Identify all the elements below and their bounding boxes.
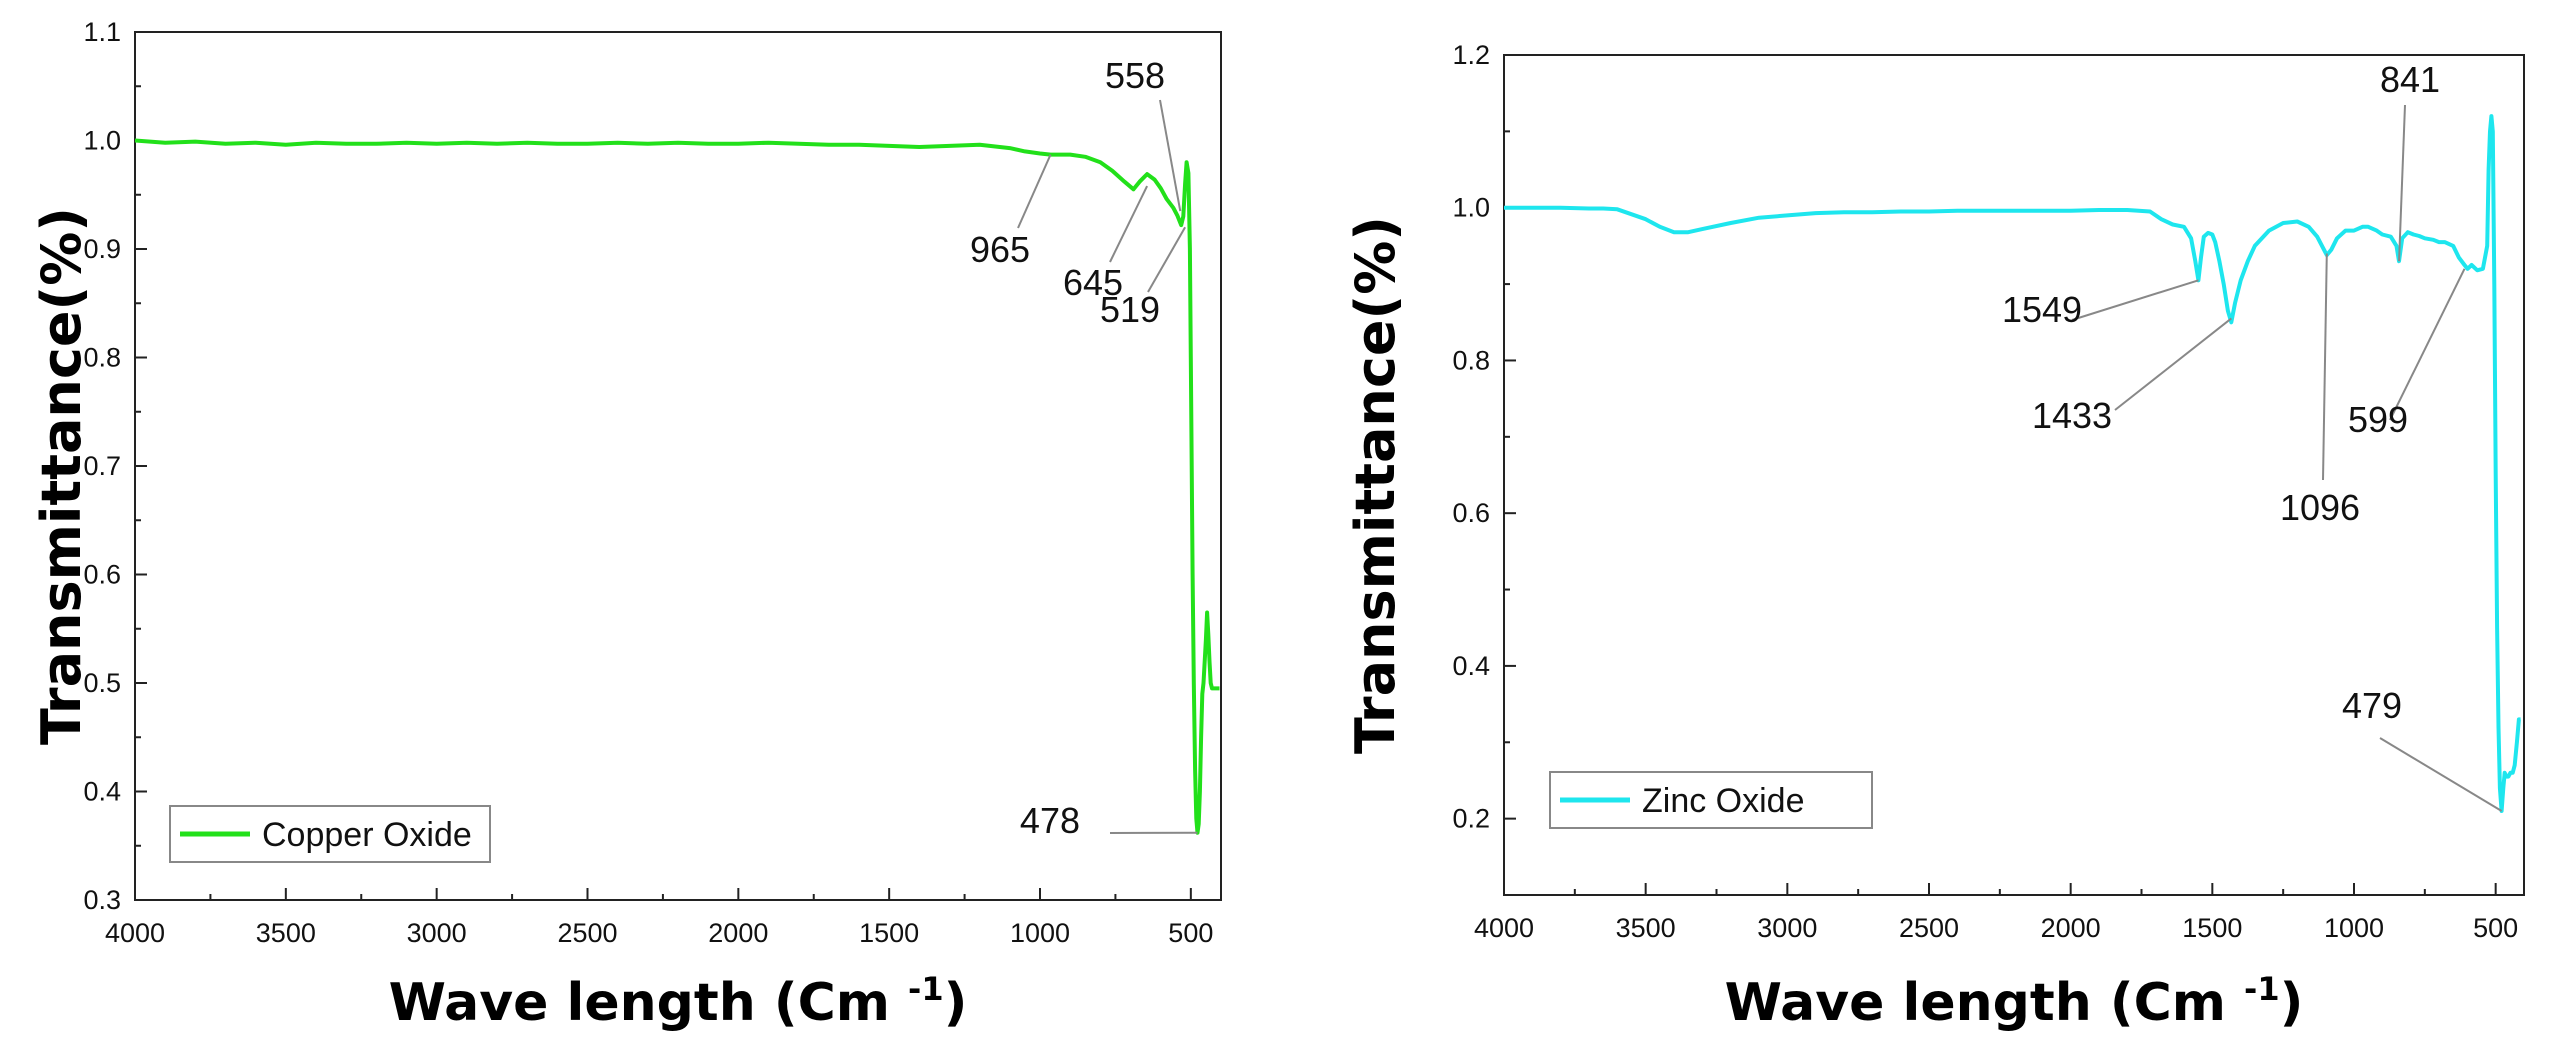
annotation-label: 1549 (2002, 289, 2082, 330)
annotation-leader (2398, 104, 2406, 262)
x-axis-title-sup: -1 (908, 970, 944, 1008)
annotation-label: 1096 (2280, 487, 2360, 528)
x-tick-label: 1500 (859, 918, 919, 948)
copper-oxide-chart-panel: 0.3 0.4 0.5 0.6 0.7 0.8 0.9 1.0 1.1 4000 3500 3000 2… (30, 17, 1222, 1033)
annotation-leader (1147, 226, 1186, 293)
y-tick-label: 0.8 (1452, 345, 1490, 375)
x-axis-title-main: Wave length (Cm (389, 973, 908, 1033)
annotation-leader (1017, 154, 1052, 229)
annotation-label: 479 (2342, 685, 2402, 726)
y-tick-label: 0.8 (83, 343, 121, 373)
x-axis-title-main: Wave length (Cm (1725, 973, 2244, 1033)
y-tick-label: 1.0 (83, 126, 121, 156)
y-tick-label: 1.1 (83, 17, 121, 47)
y-axis-title: Transmittance(%) (1344, 216, 1407, 754)
y-tick-label: 0.4 (83, 777, 121, 807)
y-tick-label: 0.2 (1452, 804, 1490, 834)
x-axis-title: Wave length (Cm -1) (1725, 970, 2304, 1033)
x-tick-label: 500 (2473, 913, 2518, 943)
annotation-label: 478 (1020, 800, 1080, 841)
zinc-oxide-chart-panel: 0.2 0.4 0.6 0.8 1.0 1.2 4000 3500 3000 2500 2000 15… (1320, 0, 2560, 1060)
series-line (1504, 114, 2521, 813)
zinc-oxide-chart: 0.2 0.4 0.6 0.8 1.0 1.2 4000 3500 3000 2500 2000 15… (1344, 40, 2525, 1033)
legend-label: Copper Oxide (262, 816, 472, 854)
x-axis-title-close: ) (2280, 973, 2304, 1033)
x-tick-label: 3000 (1757, 913, 1817, 943)
annotation-label: 1433 (2032, 395, 2112, 436)
x-tick-label: 2000 (708, 918, 768, 948)
x-tick-label: 4000 (105, 918, 165, 948)
x-tick-label: 2500 (557, 918, 617, 948)
x-tick-label: 1000 (1010, 918, 1070, 948)
annotation-label: 965 (970, 229, 1030, 270)
x-tick-label: 1500 (2182, 913, 2242, 943)
annotation-label: 645 (1063, 262, 1123, 303)
annotation-leader (1159, 99, 1182, 212)
annotation-leader (2389, 268, 2466, 421)
annotation-label: 841 (2380, 59, 2440, 100)
x-tick-label: 4000 (1474, 913, 1534, 943)
y-tick-label: 0.9 (83, 234, 121, 264)
x-tick-label: 3500 (256, 918, 316, 948)
x-axis-title-close: ) (944, 973, 968, 1033)
annotation-leader (2322, 253, 2328, 481)
y-tick-label: 0.7 (83, 451, 121, 481)
plot-frame (1503, 54, 2525, 896)
y-tick-label: 0.6 (1452, 498, 1490, 528)
legend-label: Zinc Oxide (1642, 782, 1805, 820)
annotation-label: 558 (1105, 55, 1165, 96)
x-tick-label: 3000 (407, 918, 467, 948)
annotation-label: 519 (1100, 289, 1160, 330)
y-tick-label: 0.4 (1452, 651, 1490, 681)
annotation-leader (1109, 185, 1148, 263)
y-tick-label: 1.2 (1452, 40, 1490, 70)
y-tick-label: 0.6 (83, 560, 121, 590)
annotation-label: 599 (2348, 399, 2408, 440)
x-tick-label: 2000 (2041, 913, 2101, 943)
plot-frame (134, 31, 1222, 901)
annotation-leader (2071, 279, 2199, 321)
y-tick-label: 0.3 (83, 885, 121, 915)
y-tick-label: 1.0 (1452, 193, 1490, 223)
y-axis-title: Transmittance(%) (30, 207, 93, 745)
x-tick-label: 2500 (1899, 913, 1959, 943)
x-tick-label: 500 (1168, 918, 1213, 948)
series-line (134, 138, 1220, 835)
annotation-leader (2379, 737, 2503, 812)
annotation-leader (2114, 317, 2232, 411)
x-axis-title: Wave length (Cm -1) (389, 970, 968, 1033)
copper-oxide-chart: 0.3 0.4 0.5 0.6 0.7 0.8 0.9 1.0 1.1 4000 3500 3000 2… (30, 17, 1222, 1033)
x-tick-label: 1000 (2324, 913, 2384, 943)
y-tick-label: 0.5 (83, 668, 121, 698)
x-tick-label: 3500 (1616, 913, 1676, 943)
x-axis-title-sup: -1 (2244, 970, 2280, 1008)
